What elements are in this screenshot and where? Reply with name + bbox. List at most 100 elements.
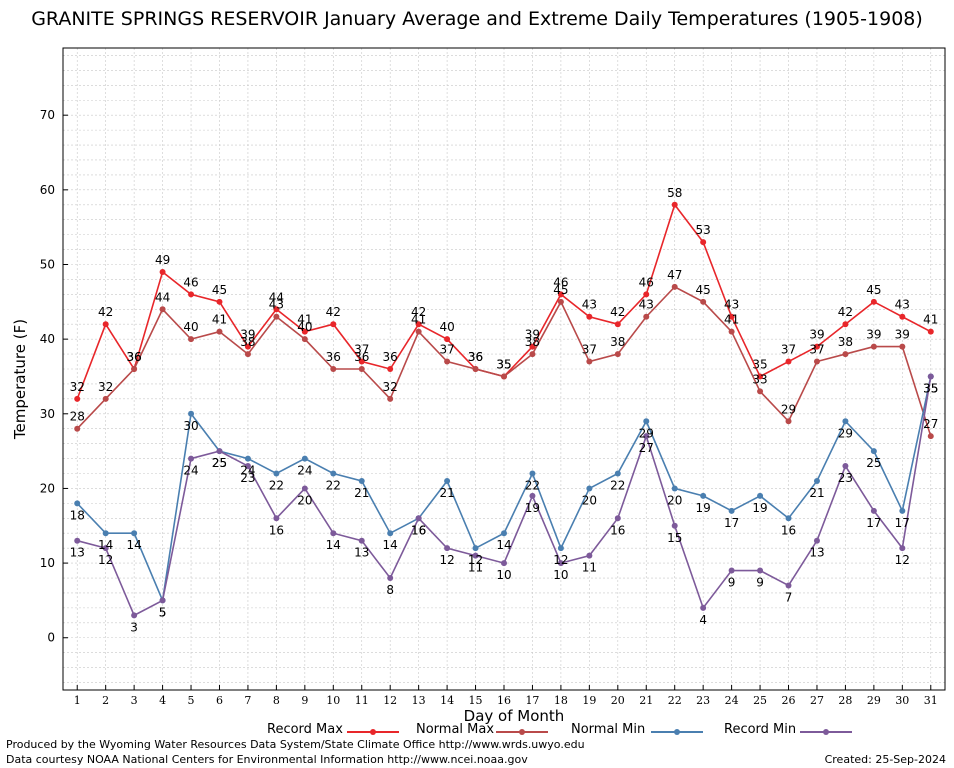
data-label: 41 (297, 313, 312, 327)
data-label: 28 (70, 410, 85, 424)
y-tick-label: 30 (40, 407, 55, 421)
data-point (614, 515, 621, 522)
data-point (529, 470, 536, 477)
data-label: 3 (130, 620, 138, 634)
data-label: 35 (496, 357, 511, 371)
data-point (586, 552, 593, 559)
data-point (586, 358, 593, 365)
data-label: 10 (553, 568, 568, 582)
data-label: 10 (496, 568, 511, 582)
y-tick-label: 10 (40, 556, 55, 570)
data-point (671, 485, 678, 492)
data-point (415, 321, 422, 328)
data-label: 41 (724, 313, 739, 327)
data-point (529, 343, 536, 350)
data-point (131, 612, 138, 619)
data-label: 21 (439, 486, 454, 500)
x-tick-label: 29 (867, 694, 881, 707)
x-tick-label: 18 (554, 694, 568, 707)
data-label: 32 (98, 380, 113, 394)
data-point (102, 545, 109, 552)
data-point (643, 313, 650, 320)
data-label: 41 (212, 313, 227, 327)
x-tick-label: 27 (810, 694, 824, 707)
data-point (159, 597, 166, 604)
data-label: 14 (496, 538, 511, 552)
data-point (899, 545, 906, 552)
data-label: 36 (326, 350, 341, 364)
data-point (728, 313, 735, 320)
data-point (244, 463, 251, 470)
data-label: 16 (610, 523, 625, 537)
x-tick-label: 23 (696, 694, 710, 707)
data-label: 38 (610, 335, 625, 349)
x-tick-label: 21 (639, 694, 653, 707)
data-point (785, 582, 792, 589)
x-tick-label: 4 (159, 694, 166, 707)
data-point (444, 358, 451, 365)
data-point (74, 537, 81, 544)
data-label: 29 (838, 426, 853, 440)
x-tick-label: 12 (383, 694, 397, 707)
data-point (415, 328, 422, 335)
x-tick-label: 11 (355, 694, 369, 707)
data-label: 45 (212, 283, 227, 297)
data-point (728, 328, 735, 335)
data-label: 17 (866, 516, 881, 530)
data-label: 40 (183, 320, 198, 334)
data-point (358, 358, 365, 365)
data-point (472, 552, 479, 559)
data-point (671, 522, 678, 529)
data-label: 19 (525, 501, 540, 515)
data-label: 39 (525, 328, 540, 342)
x-tick-label: 17 (525, 694, 539, 707)
data-label: 27 (639, 441, 654, 455)
data-label: 7 (785, 590, 793, 604)
data-label: 43 (895, 298, 910, 312)
data-label: 25 (866, 456, 881, 470)
data-point (700, 604, 707, 611)
data-point (813, 358, 820, 365)
data-label: 13 (70, 546, 85, 560)
x-tick-label: 30 (895, 694, 909, 707)
legend-marker (823, 729, 829, 735)
data-label: 16 (411, 523, 426, 537)
x-tick-label: 28 (838, 694, 852, 707)
data-label: 37 (354, 343, 369, 357)
legend-marker (370, 729, 376, 735)
data-point (842, 463, 849, 470)
data-label: 8 (386, 583, 394, 597)
data-point (899, 313, 906, 320)
data-label: 38 (838, 335, 853, 349)
data-label: 36 (126, 350, 141, 364)
legend-label: Record Max (267, 722, 343, 737)
data-point (501, 530, 507, 537)
data-label: 32 (70, 380, 85, 394)
data-point (358, 537, 365, 544)
data-point (131, 530, 138, 537)
data-label: 43 (639, 298, 654, 312)
data-label: 20 (297, 493, 312, 507)
data-point (614, 470, 621, 477)
data-point (244, 351, 251, 358)
x-tick-label: 10 (326, 694, 340, 707)
y-tick-label: 70 (40, 108, 55, 122)
data-point (728, 507, 735, 514)
data-point (216, 448, 223, 455)
data-label: 43 (269, 298, 284, 312)
data-label: 36 (126, 350, 141, 364)
data-point (643, 291, 650, 298)
data-label: 43 (724, 298, 739, 312)
data-point (842, 418, 849, 425)
data-label: 5 (159, 605, 167, 619)
data-point (358, 477, 365, 484)
x-tick-label: 15 (469, 694, 483, 707)
data-point (899, 507, 906, 514)
data-label: 13 (809, 546, 824, 560)
x-tick-label: 14 (440, 694, 454, 707)
data-point (842, 321, 849, 328)
data-point (557, 560, 564, 567)
x-tick-label: 19 (582, 694, 596, 707)
data-label: 58 (667, 186, 682, 200)
data-point (188, 291, 195, 298)
